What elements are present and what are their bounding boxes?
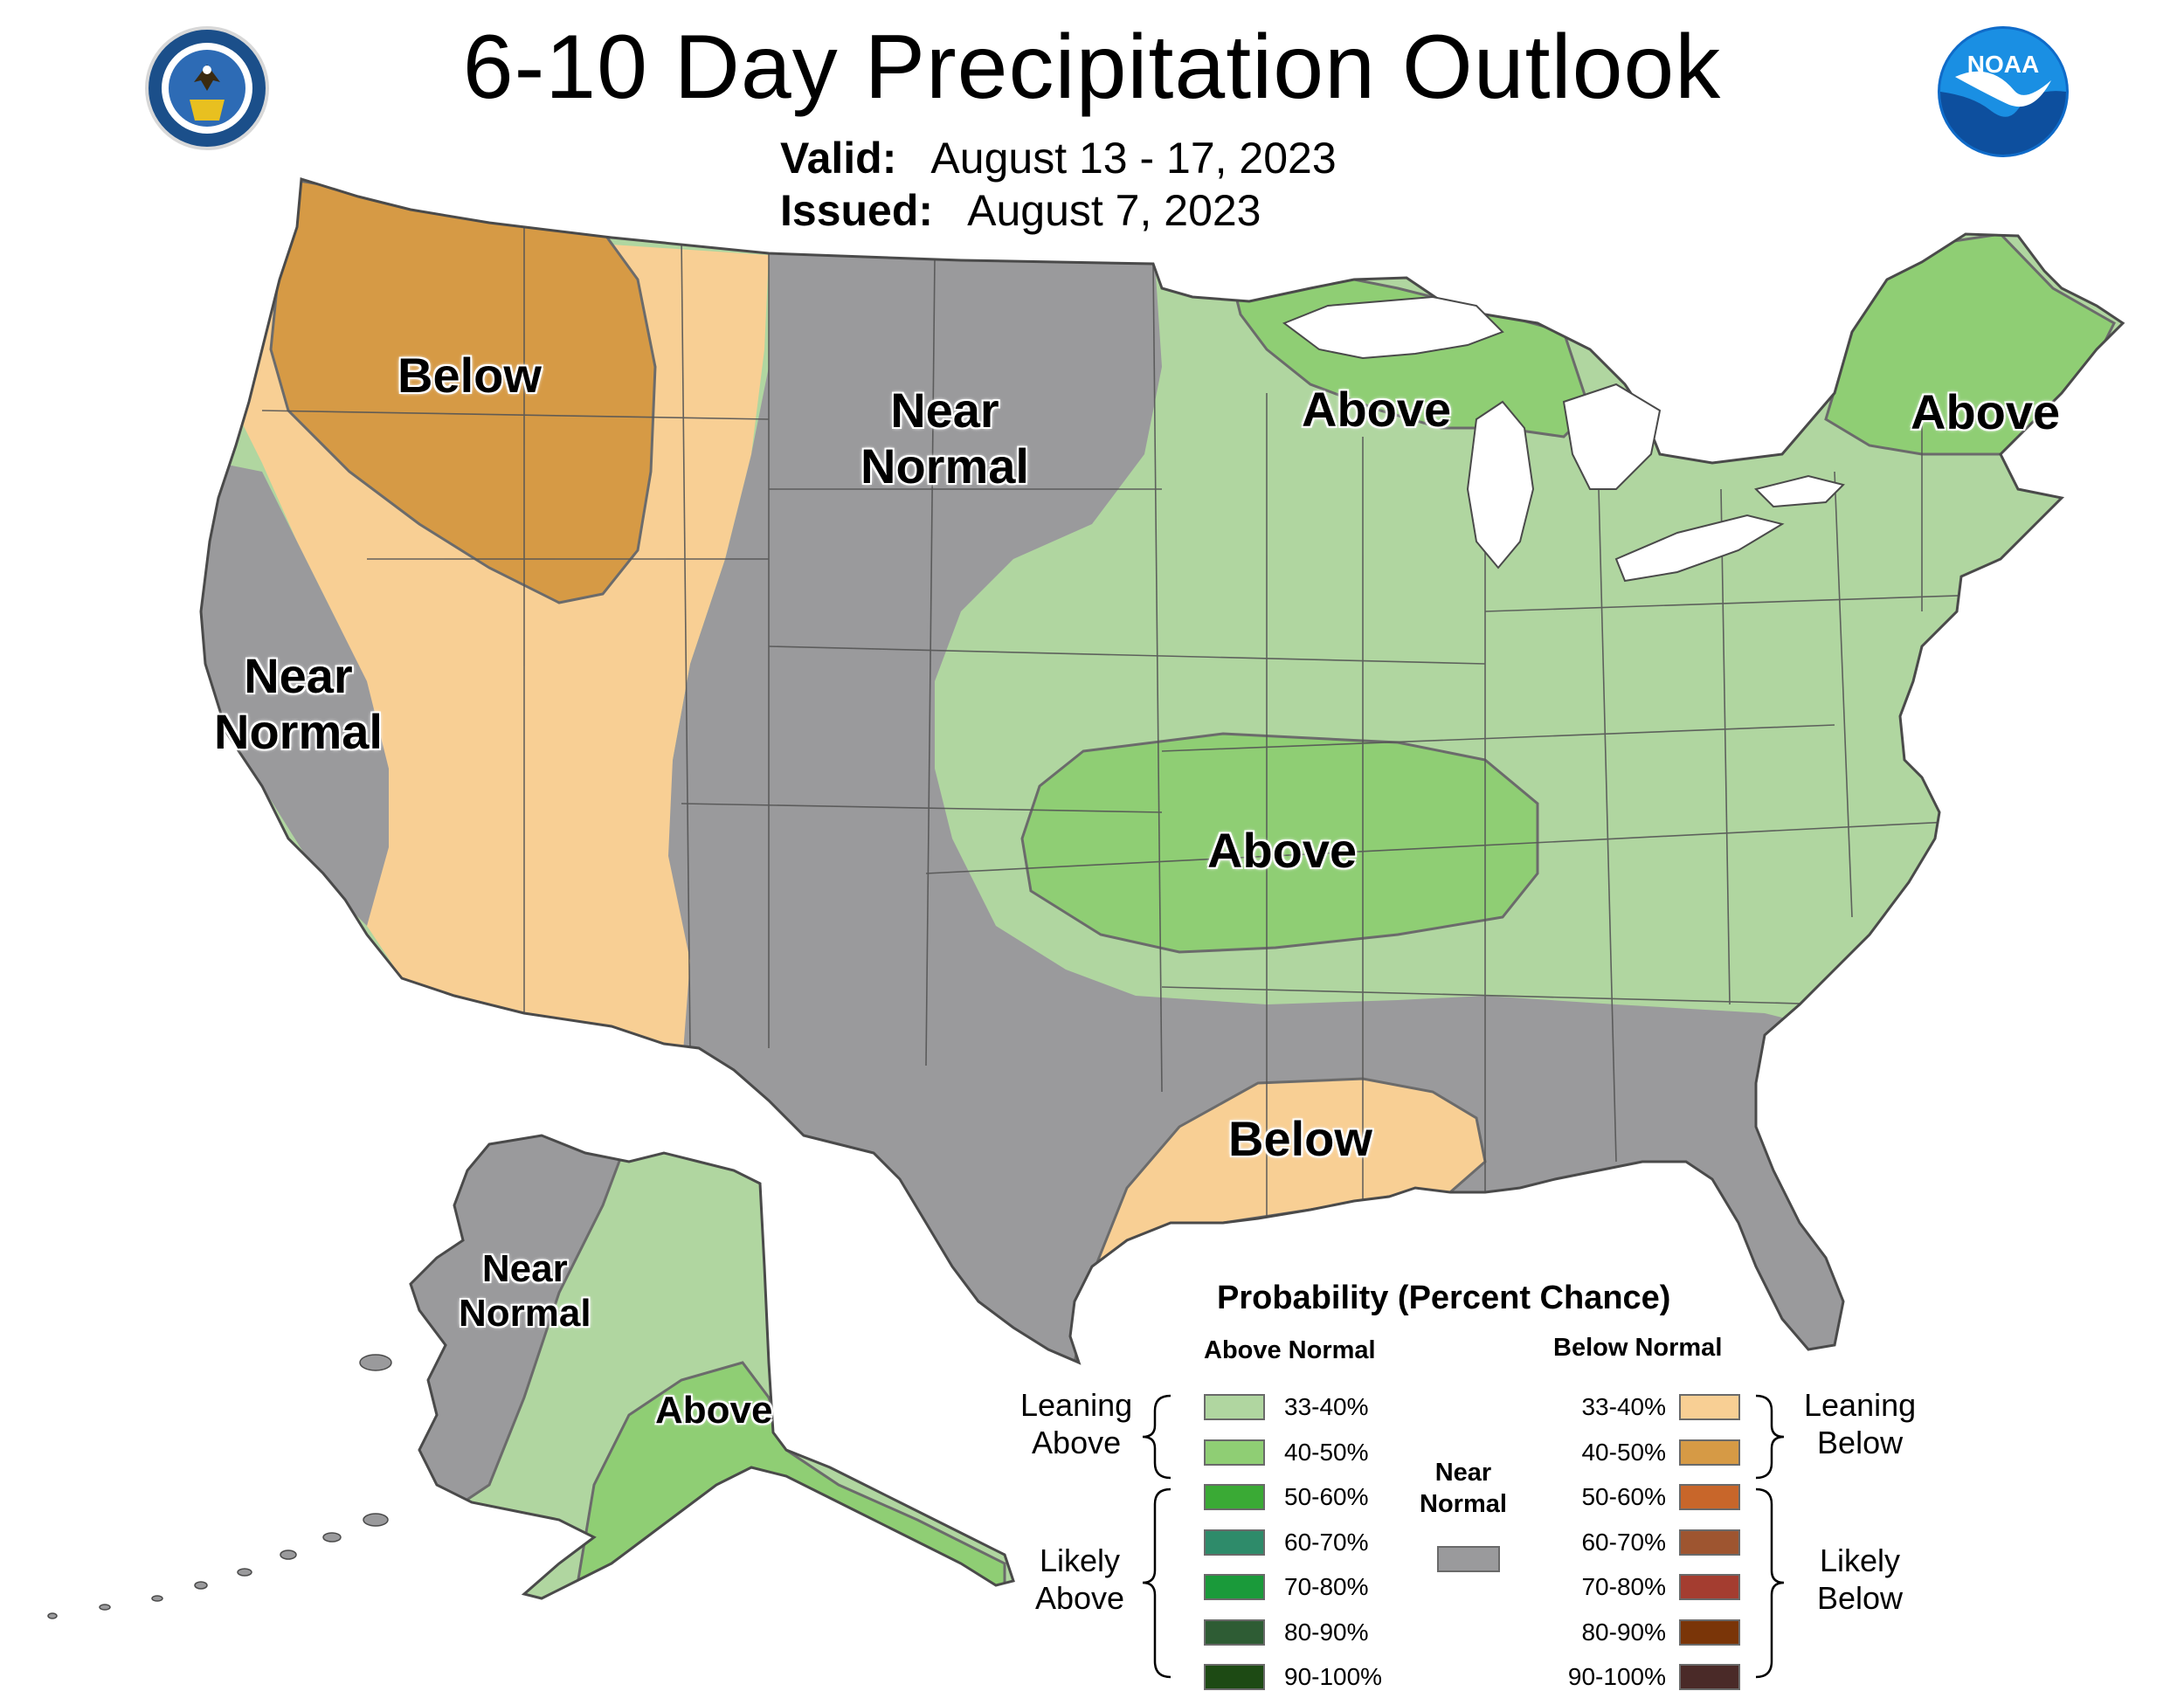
below-swatch-0 — [1679, 1394, 1740, 1420]
legend-below-header: Below Normal — [1553, 1334, 1723, 1362]
state-boundaries — [261, 218, 2010, 1223]
page-title: 6-10 Day Precipitation Outlook — [462, 17, 1722, 118]
aleutian-islands — [47, 1354, 392, 1619]
commerce-seal-icon — [145, 26, 269, 150]
above-bin-label-1: 40-50% — [1284, 1438, 1369, 1466]
legend-title: Probability (Percent Chance) — [1217, 1280, 1671, 1316]
valid-value: August 13 - 17, 2023 — [930, 134, 1337, 183]
below-swatch-4 — [1679, 1574, 1740, 1600]
legend-near-swatch — [1437, 1546, 1500, 1572]
near-normal-region-california — [201, 463, 389, 926]
below-bin-label-0: 33-40% — [1581, 1393, 1666, 1420]
below-swatch-6 — [1679, 1664, 1740, 1690]
above-bin-label-0: 33-40% — [1284, 1393, 1369, 1420]
above-swatch-4 — [1204, 1574, 1265, 1600]
noaa-logo-icon: NOAA — [1938, 26, 2069, 157]
lake-erie — [1614, 514, 1785, 583]
above-bin-label-3: 60-70% — [1284, 1528, 1369, 1556]
above-swatch-5 — [1204, 1619, 1265, 1646]
label-near-normal-alaska: Near Normal — [459, 1247, 591, 1335]
legend-near-header: Near Normal — [1420, 1459, 1507, 1519]
issued-value: August 7, 2023 — [967, 186, 1261, 235]
issued-line: Issued: August 7, 2023 — [780, 185, 1261, 236]
lake-michigan — [1466, 400, 1535, 569]
label-near-normal-california: Near Normal — [214, 648, 383, 760]
above-swatch-1 — [1204, 1439, 1265, 1466]
legend-leaning-above: Leaning Above — [1020, 1387, 1133, 1461]
issued-label: Issued: — [780, 186, 934, 235]
below-swatch-3 — [1679, 1529, 1740, 1556]
below-bin-label-4: 70-80% — [1581, 1573, 1666, 1600]
lake-ontario — [1754, 474, 1845, 508]
above-swatch-6 — [1204, 1664, 1265, 1690]
great-lakes — [1282, 295, 1845, 583]
below-bin-label-3: 60-70% — [1581, 1528, 1666, 1556]
below-bin-label-1: 40-50% — [1581, 1438, 1666, 1466]
label-below-gulf: Below — [1228, 1111, 1372, 1166]
label-above-great-lakes: Above — [1302, 382, 1452, 437]
above-bin-label-6: 90-100% — [1284, 1663, 1383, 1690]
below-bin-label-6: 90-100% — [1567, 1663, 1666, 1690]
valid-label: Valid: — [780, 134, 897, 183]
legend-likely-above: Likely Above — [1035, 1543, 1125, 1617]
below-swatch-5 — [1679, 1619, 1740, 1646]
above-40-50-region-central — [1020, 732, 1539, 954]
label-below-northwest: Below — [397, 348, 542, 403]
below-bin-label-5: 80-90% — [1581, 1618, 1666, 1646]
label-above-alaska: Above — [655, 1389, 773, 1432]
above-swatch-2 — [1204, 1484, 1265, 1510]
above-swatch-3 — [1204, 1529, 1265, 1556]
label-above-central: Above — [1207, 823, 1358, 878]
above-bin-label-2: 50-60% — [1284, 1483, 1369, 1510]
noaa-logo-text: NOAA — [1966, 51, 2040, 78]
below-bin-label-2: 50-60% — [1581, 1483, 1666, 1510]
above-swatch-0 — [1204, 1394, 1265, 1420]
lake-huron — [1562, 383, 1662, 490]
legend-above-header: Above Normal — [1204, 1336, 1376, 1364]
lake-superior — [1282, 295, 1504, 360]
legend-likely-below: Likely Below — [1817, 1543, 1904, 1617]
legend-leaning-below: Leaning Below — [1804, 1387, 1917, 1461]
label-above-new-england: Above — [1911, 384, 2061, 439]
valid-line: Valid: August 13 - 17, 2023 — [780, 133, 1337, 183]
below-swatch-1 — [1679, 1439, 1740, 1466]
above-bin-label-4: 70-80% — [1284, 1573, 1369, 1600]
label-near-normal-north: Near Normal — [860, 383, 1029, 494]
below-swatch-2 — [1679, 1484, 1740, 1510]
above-bin-label-5: 80-90% — [1284, 1618, 1369, 1646]
